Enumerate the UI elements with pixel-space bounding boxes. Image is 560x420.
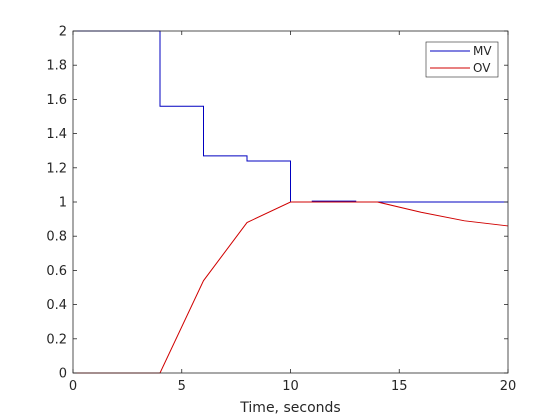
x-axis-title: Time, seconds [239,400,340,416]
x-tick-label: 0 [69,379,77,394]
y-tick-label: 0.2 [46,332,67,347]
legend: MV OV [425,41,499,78]
x-tick-label: 20 [500,379,517,394]
y-tick-label: 1.4 [46,127,67,142]
x-tick-label: 10 [282,379,299,394]
legend-label-mv: MV [473,44,492,58]
legend-box [425,41,499,78]
series-line-ov [73,201,509,374]
y-tick-label: 1.2 [46,161,67,176]
x-tick-label: 15 [391,379,408,394]
x-tick-label: 5 [178,379,186,394]
tick-layer: 0 5 10 15 20 0 0.2 0.4 0.6 0.8 1 1.2 1.4 1.6 1.8 2 [46,25,516,395]
y-tick-label: 0.6 [46,264,67,279]
legend-label-ov: OV [473,61,491,75]
y-tick-label: 0.4 [46,298,67,313]
y-tick-label: 1.6 [46,93,67,108]
y-tick-label: 0 [59,367,67,382]
series-line-mv [73,30,508,203]
series-layer [73,30,509,374]
y-tick-label: 2 [59,25,67,40]
y-tick-label: 1.8 [46,59,67,74]
y-tick-label: 0.8 [46,230,67,245]
y-tick-label: 1 [59,196,67,211]
